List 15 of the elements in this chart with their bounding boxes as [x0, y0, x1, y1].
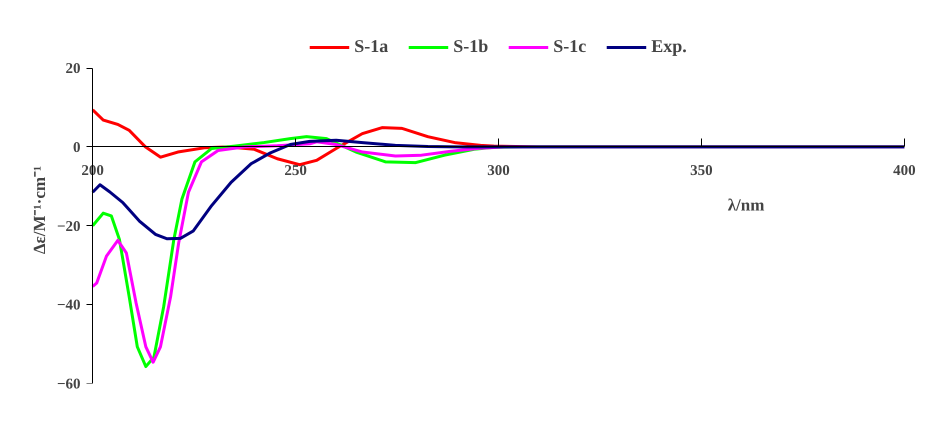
- y-axis-title: Δε/M⁻¹·cm⁻¹: [30, 166, 49, 254]
- x-tick-label: 350: [690, 162, 713, 179]
- x-axis-title: λ/nm: [728, 195, 764, 214]
- legend-label: S-1c: [553, 36, 586, 57]
- legend-label: S-1a: [354, 36, 388, 57]
- y-tick-label: −20: [56, 218, 81, 235]
- y-tick-label: −40: [56, 298, 81, 314]
- legend-label: Exp.: [651, 36, 687, 57]
- y-tick-label: 20: [66, 61, 80, 78]
- x-tick-label: 400: [893, 162, 916, 179]
- x-tick-label: 250: [284, 162, 307, 179]
- x-tick-label: 300: [487, 162, 510, 179]
- legend-label: S-1b: [453, 36, 488, 57]
- y-tick-label: −60: [56, 376, 81, 392]
- y-tick-label: 0: [73, 140, 80, 156]
